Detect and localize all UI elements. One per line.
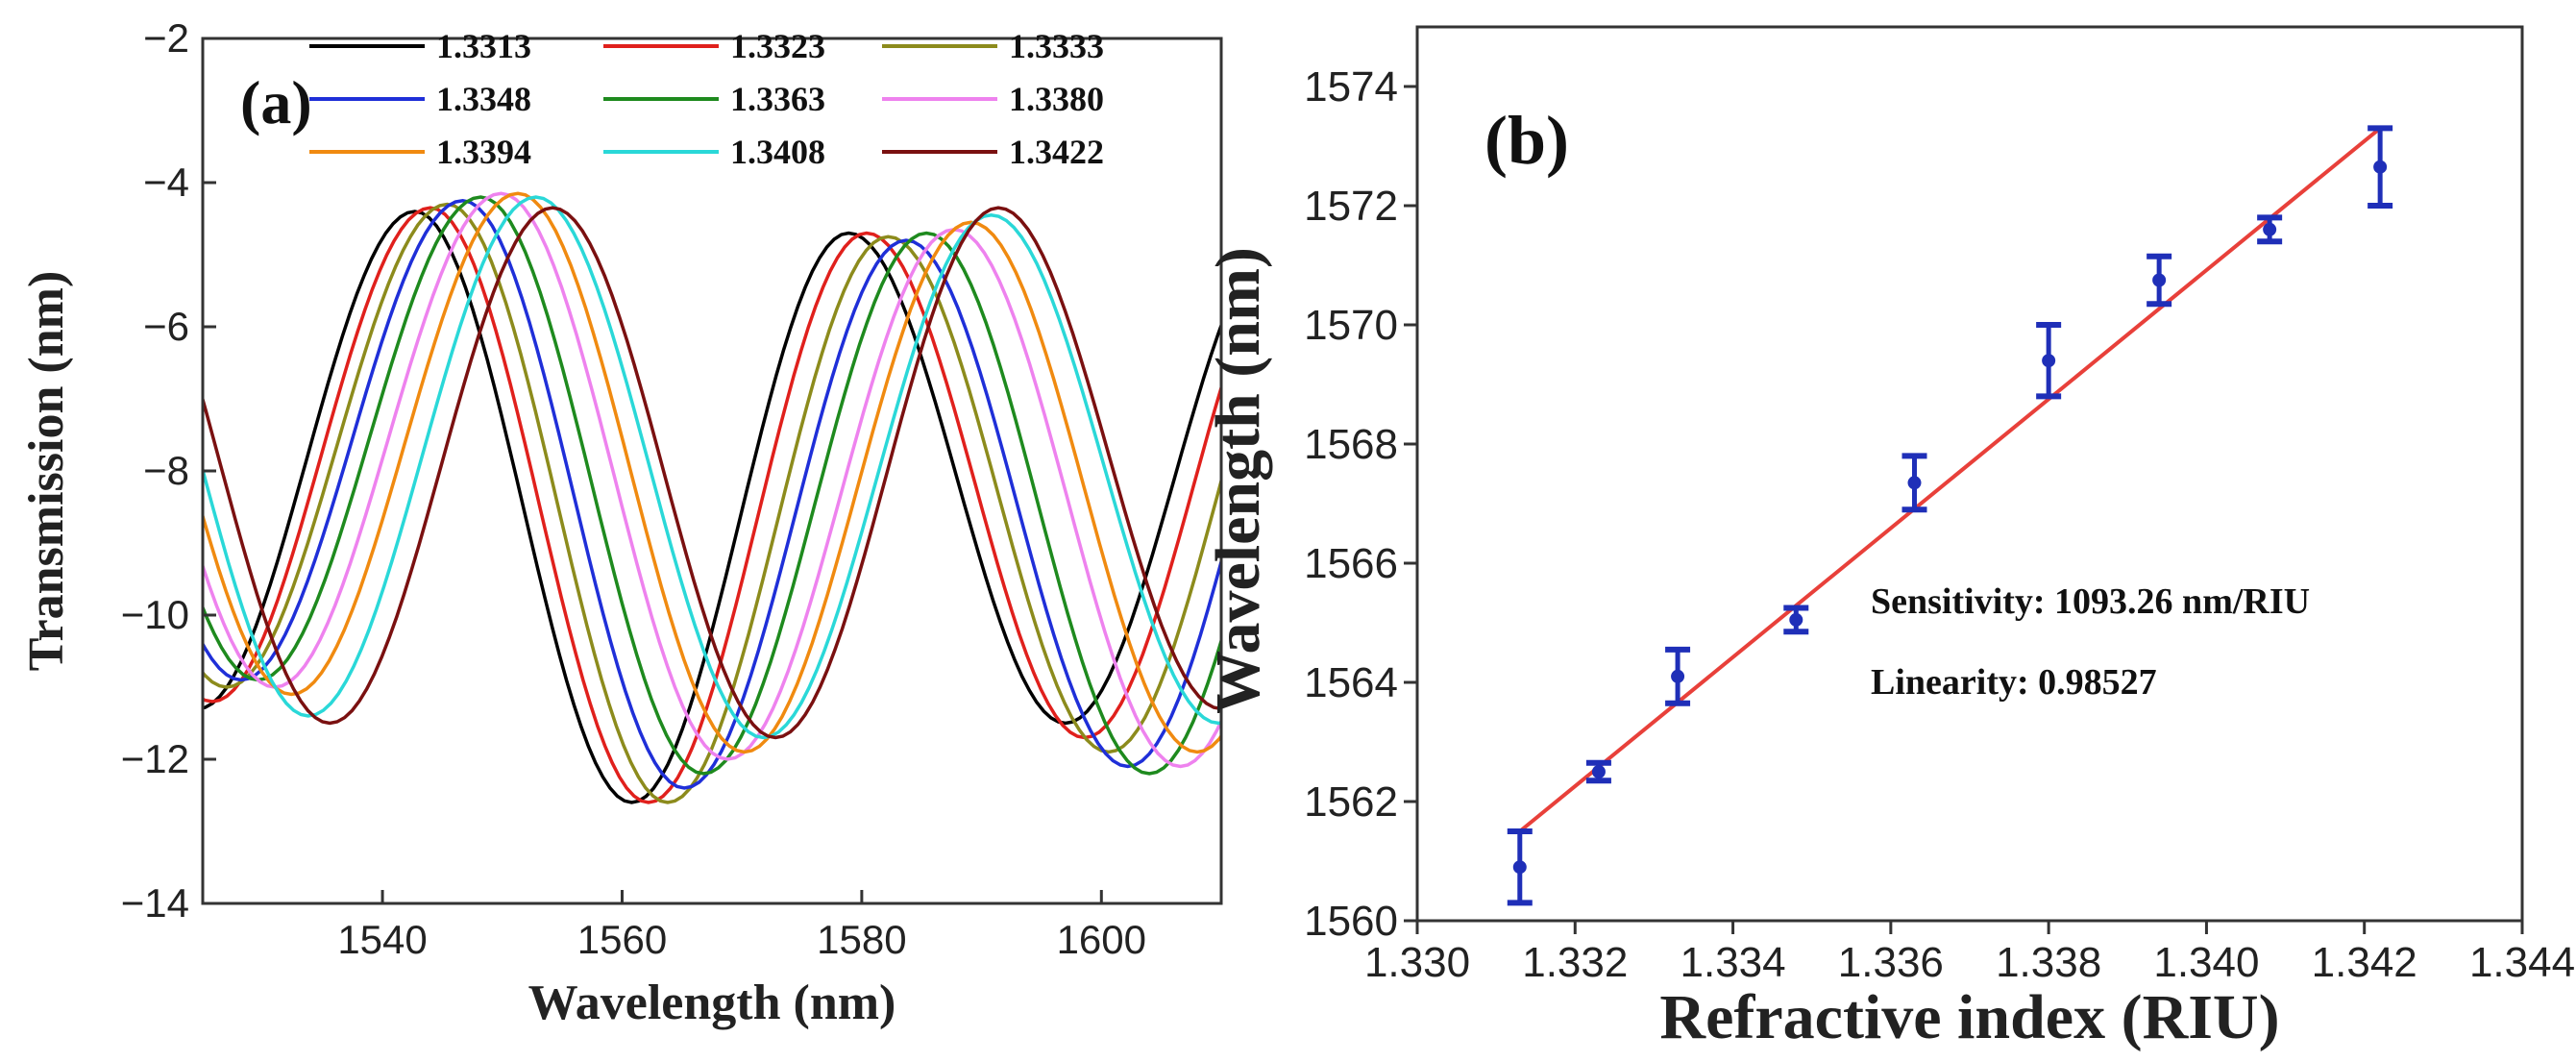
panel-a-x-axis-title: Wavelength (nm) — [528, 976, 896, 1030]
panel-b-x-axis-title: Refractive index (RIU) — [1659, 982, 2279, 1052]
series-line-1.3313 — [203, 210, 1221, 804]
panel-a-x-tick-label: 1580 — [817, 917, 906, 962]
panel-a-transmission-chart: 1540 1560 1580 1600 −2 −4 −6 −8 −10 −12 −14 1.3313… — [19, 15, 1223, 1030]
series-line-1.3363 — [203, 195, 1221, 776]
panel-b-y-tick-label: 1572 — [1304, 183, 1398, 230]
data-point — [1671, 669, 1685, 683]
series-line-1.3394 — [203, 191, 1221, 754]
legend-label-1.3323: 1.3323 — [730, 27, 825, 65]
panel-b-y-tick-label: 1564 — [1304, 659, 1398, 706]
panel-b-y-tick-label: 1570 — [1304, 302, 1398, 349]
legend-label-1.3422: 1.3422 — [1009, 133, 1104, 171]
panel-b-x-tick-label: 1.334 — [1681, 939, 1786, 986]
series-line-1.3422 — [203, 206, 1221, 740]
legend-label-1.3333: 1.3333 — [1009, 27, 1104, 65]
panel-a-y-tick-label: −4 — [143, 160, 189, 205]
data-point — [1512, 860, 1527, 875]
panel-b-x-tick-label: 1.330 — [1364, 939, 1470, 986]
linear-fit-line — [1518, 126, 2382, 833]
series-line-1.3408 — [203, 195, 1221, 740]
panel-b-x-tick-label: 1.338 — [1996, 939, 2101, 986]
panel-a-y-axis-title: Transmission (nm) — [19, 271, 74, 672]
series-line-1.3348 — [203, 199, 1221, 790]
panel-b-y-tick-label: 1568 — [1304, 421, 1398, 468]
data-point — [2263, 222, 2277, 236]
panel-a-y-tick-label: −10 — [121, 592, 189, 637]
panel-a-x-tick-label: 1600 — [1057, 917, 1146, 962]
panel-a-y-tick-label: −12 — [121, 736, 189, 781]
data-point — [1907, 476, 1922, 490]
panel-a-y-tick-label: −14 — [121, 880, 189, 926]
panel-b-label: (b) — [1484, 102, 1569, 179]
panel-b-y-axis-title: Wavelength (nm) — [1203, 247, 1273, 714]
panel-b-sensitivity-chart: 1.330 1.332 1.334 1.336 1.338 1.340 1.342 1.344… — [1203, 25, 2575, 1052]
panel-b-x-tick-label: 1.344 — [2469, 939, 2575, 986]
legend-label-1.3348: 1.3348 — [436, 80, 531, 118]
panel-b-x-tick-label: 1.340 — [2153, 939, 2259, 986]
panel-b-y-tick-label: 1574 — [1304, 63, 1398, 111]
panel-b-x-tick-label: 1.332 — [1522, 939, 1628, 986]
panel-a-y-tick-label: −8 — [143, 448, 189, 493]
panel-b-x-tick-label: 1.342 — [2312, 939, 2417, 986]
data-point — [1591, 765, 1606, 778]
legend-label-1.3313: 1.3313 — [436, 27, 531, 65]
panel-b-y-tick-label: 1566 — [1304, 540, 1398, 587]
data-point — [2152, 273, 2167, 287]
linearity-annotation: Linearity: 0.98527 — [1871, 662, 2157, 703]
panel-a-y-tick-label: −2 — [143, 15, 189, 61]
series-line-1.3323 — [203, 206, 1221, 804]
panel-b-x-tick-label: 1.336 — [1838, 939, 1944, 986]
data-point — [1789, 612, 1803, 627]
series-line-1.3333 — [203, 202, 1221, 804]
panel-b-y-tick-label: 1560 — [1304, 898, 1398, 945]
panel-a-legend: 1.3313 1.3323 1.3333 1.3348 1.3363 1.3380 1.33… — [309, 27, 1104, 171]
sensitivity-annotation: Sensitivity: 1093.26 nm/RIU — [1871, 581, 2310, 622]
legend-label-1.3363: 1.3363 — [730, 80, 825, 118]
panel-a-x-tick-label: 1560 — [577, 917, 667, 962]
data-point — [2042, 354, 2056, 368]
data-point — [2373, 160, 2388, 174]
panel-b-y-tick-label: 1562 — [1304, 778, 1398, 826]
legend-label-1.3408: 1.3408 — [730, 133, 825, 171]
panel-a-x-tick-label: 1540 — [337, 917, 427, 962]
legend-label-1.3380: 1.3380 — [1009, 80, 1104, 118]
legend-label-1.3394: 1.3394 — [436, 133, 531, 171]
panel-a-label: (a) — [240, 68, 312, 136]
panel-a-y-tick-label: −6 — [143, 304, 189, 349]
panel-b-plot-frame — [1415, 25, 2524, 923]
